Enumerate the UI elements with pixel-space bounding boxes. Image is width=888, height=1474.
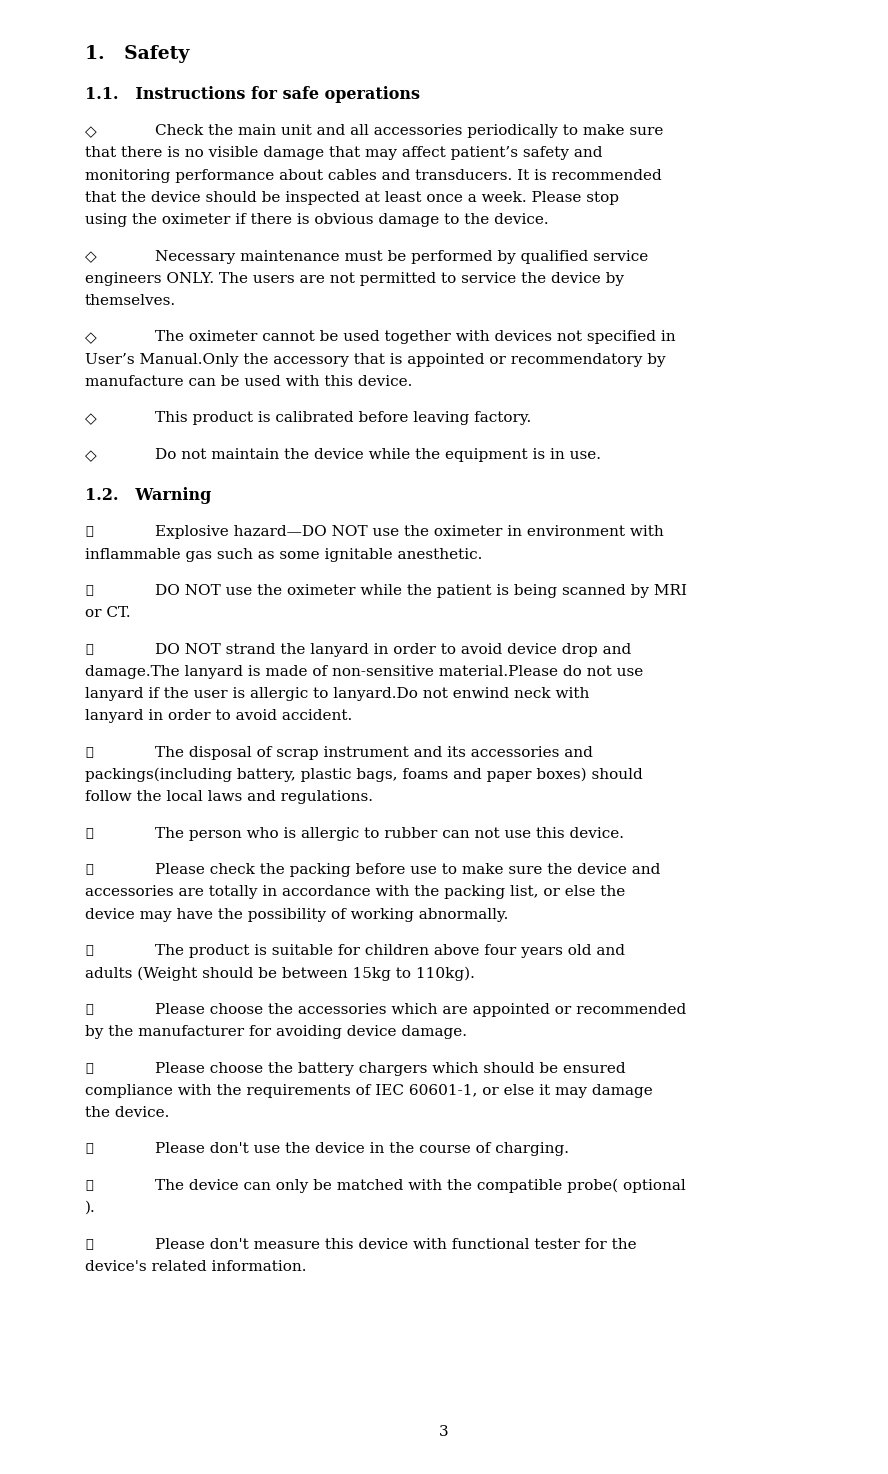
Text: packings(including battery, plastic bags, foams and paper boxes) should: packings(including battery, plastic bags… (85, 768, 643, 783)
Text: 1.2.   Warning: 1.2. Warning (85, 488, 211, 504)
Text: ).: ). (85, 1201, 96, 1215)
Text: inflammable gas such as some ignitable anesthetic.: inflammable gas such as some ignitable a… (85, 548, 482, 562)
Text: 1.1.   Instructions for safe operations: 1.1. Instructions for safe operations (85, 85, 420, 103)
Text: 💣: 💣 (85, 945, 92, 957)
Text: 💣: 💣 (85, 827, 92, 840)
Text: 💣: 💣 (85, 1142, 92, 1156)
Text: 💣: 💣 (85, 864, 92, 877)
Text: lanyard if the user is allergic to lanyard.Do not enwind neck with: lanyard if the user is allergic to lanya… (85, 687, 590, 702)
Text: Please choose the battery chargers which should be ensured: Please choose the battery chargers which… (155, 1061, 626, 1076)
Text: damage.The lanyard is made of non-sensitive material.Please do not use: damage.The lanyard is made of non-sensit… (85, 665, 643, 680)
Text: Do not maintain the device while the equipment is in use.: Do not maintain the device while the equ… (155, 448, 601, 461)
Text: lanyard in order to avoid accident.: lanyard in order to avoid accident. (85, 709, 353, 724)
Text: compliance with the requirements of IEC 60601-1, or else it may damage: compliance with the requirements of IEC … (85, 1083, 653, 1098)
Text: DO NOT strand the lanyard in order to avoid device drop and: DO NOT strand the lanyard in order to av… (155, 643, 631, 657)
Text: 💣: 💣 (85, 584, 92, 597)
Text: Please don't use the device in the course of charging.: Please don't use the device in the cours… (155, 1142, 569, 1157)
Text: DO NOT use the oximeter while the patient is being scanned by MRI: DO NOT use the oximeter while the patien… (155, 584, 687, 598)
Text: The device can only be matched with the compatible probe( optional: The device can only be matched with the … (155, 1179, 686, 1194)
Text: adults (Weight should be between 15kg to 110kg).: adults (Weight should be between 15kg to… (85, 967, 475, 980)
Text: follow the local laws and regulations.: follow the local laws and regulations. (85, 790, 373, 805)
Text: manufacture can be used with this device.: manufacture can be used with this device… (85, 374, 412, 389)
Text: Please don't measure this device with functional tester for the: Please don't measure this device with fu… (155, 1238, 637, 1251)
Text: This product is calibrated before leaving factory.: This product is calibrated before leavin… (155, 411, 531, 425)
Text: 💣: 💣 (85, 746, 92, 759)
Text: or CT.: or CT. (85, 606, 131, 621)
Text: monitoring performance about cables and transducers. It is recommended: monitoring performance about cables and … (85, 168, 662, 183)
Text: the device.: the device. (85, 1106, 170, 1120)
Text: ◇: ◇ (85, 249, 97, 264)
Text: that the device should be inspected at least once a week. Please stop: that the device should be inspected at l… (85, 190, 619, 205)
Text: 💣: 💣 (85, 526, 92, 538)
Text: ◇: ◇ (85, 330, 97, 345)
Text: 💣: 💣 (85, 1061, 92, 1075)
Text: by the manufacturer for avoiding device damage.: by the manufacturer for avoiding device … (85, 1024, 467, 1039)
Text: 💣: 💣 (85, 643, 92, 656)
Text: The disposal of scrap instrument and its accessories and: The disposal of scrap instrument and its… (155, 746, 593, 761)
Text: using the oximeter if there is obvious damage to the device.: using the oximeter if there is obvious d… (85, 212, 549, 227)
Text: device may have the possibility of working abnormally.: device may have the possibility of worki… (85, 908, 508, 921)
Text: User’s Manual.Only the accessory that is appointed or recommendatory by: User’s Manual.Only the accessory that is… (85, 352, 666, 367)
Text: The oximeter cannot be used together with devices not specified in: The oximeter cannot be used together wit… (155, 330, 676, 345)
Text: 3: 3 (440, 1425, 448, 1439)
Text: 💣: 💣 (85, 1179, 92, 1192)
Text: Necessary maintenance must be performed by qualified service: Necessary maintenance must be performed … (155, 249, 648, 264)
Text: 💣: 💣 (85, 1002, 92, 1016)
Text: 1.   Safety: 1. Safety (85, 46, 189, 63)
Text: accessories are totally in accordance with the packing list, or else the: accessories are totally in accordance wi… (85, 886, 625, 899)
Text: engineers ONLY. The users are not permitted to service the device by: engineers ONLY. The users are not permit… (85, 271, 624, 286)
Text: that there is no visible damage that may affect patient’s safety and: that there is no visible damage that may… (85, 146, 602, 161)
Text: 💣: 💣 (85, 1238, 92, 1251)
Text: Check the main unit and all accessories periodically to make sure: Check the main unit and all accessories … (155, 124, 663, 139)
Text: ◇: ◇ (85, 124, 97, 140)
Text: The person who is allergic to rubber can not use this device.: The person who is allergic to rubber can… (155, 827, 624, 840)
Text: ◇: ◇ (85, 448, 97, 463)
Text: Please choose the accessories which are appointed or recommended: Please choose the accessories which are … (155, 1002, 686, 1017)
Text: The product is suitable for children above four years old and: The product is suitable for children abo… (155, 945, 625, 958)
Text: Please check the packing before use to make sure the device and: Please check the packing before use to m… (155, 864, 661, 877)
Text: themselves.: themselves. (85, 293, 176, 308)
Text: Explosive hazard—DO NOT use the oximeter in environment with: Explosive hazard—DO NOT use the oximeter… (155, 526, 663, 539)
Text: ◇: ◇ (85, 411, 97, 426)
Text: device's related information.: device's related information. (85, 1260, 306, 1274)
